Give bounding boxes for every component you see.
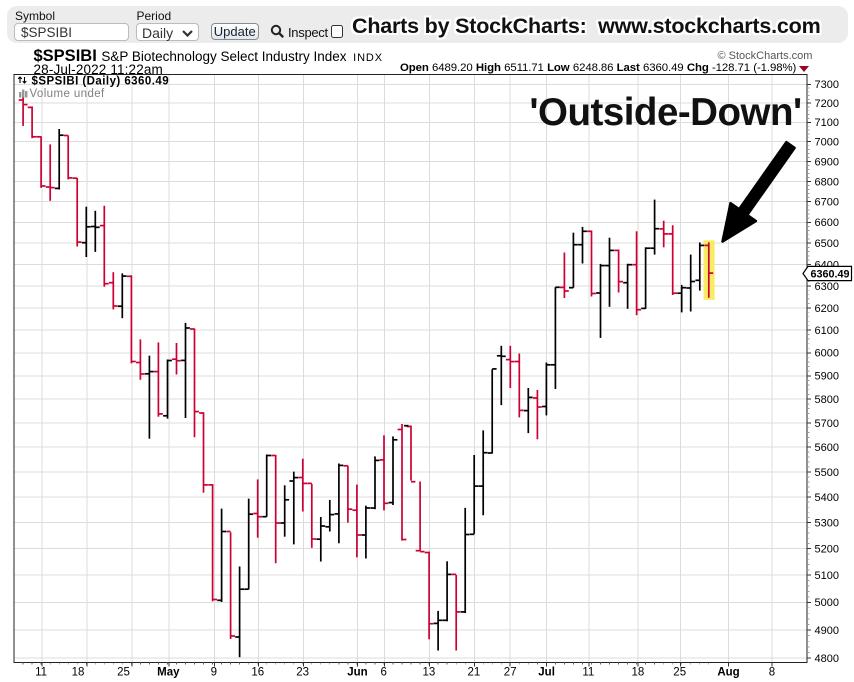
svg-text:6600: 6600 — [815, 217, 839, 229]
svg-text:5900: 5900 — [815, 371, 839, 383]
svg-text:18: 18 — [72, 667, 85, 679]
svg-text:'Outside-Down': 'Outside-Down' — [529, 91, 801, 134]
svg-text:25: 25 — [673, 667, 686, 679]
svg-text:6000: 6000 — [815, 348, 839, 360]
svg-text:6100: 6100 — [815, 325, 839, 337]
svg-text:25: 25 — [117, 667, 130, 679]
svg-text:5000: 5000 — [815, 597, 839, 609]
svg-text:5200: 5200 — [815, 544, 839, 556]
svg-text:11: 11 — [582, 667, 594, 679]
svg-text:5600: 5600 — [815, 442, 839, 454]
svg-text:Jun: Jun — [347, 667, 367, 679]
svg-text:Aug: Aug — [717, 667, 739, 679]
svg-text:18: 18 — [632, 667, 645, 679]
svg-text:5100: 5100 — [815, 570, 839, 582]
svg-text:5300: 5300 — [815, 518, 839, 530]
svg-text:13: 13 — [423, 667, 436, 679]
svg-text:5700: 5700 — [815, 418, 839, 430]
svg-text:7200: 7200 — [815, 98, 839, 110]
svg-text:7000: 7000 — [815, 137, 839, 149]
svg-text:5400: 5400 — [815, 492, 839, 504]
svg-text:7100: 7100 — [815, 117, 839, 129]
svg-text:6360.49: 6360.49 — [811, 269, 850, 281]
svg-text:5800: 5800 — [815, 394, 839, 406]
svg-text:4900: 4900 — [815, 625, 839, 637]
svg-text:6300: 6300 — [815, 281, 839, 293]
svg-text:6900: 6900 — [815, 156, 839, 168]
svg-text:7300: 7300 — [815, 79, 839, 91]
svg-text:6200: 6200 — [815, 303, 839, 315]
svg-text:9: 9 — [211, 667, 217, 679]
svg-text:6: 6 — [380, 667, 386, 679]
svg-text:23: 23 — [296, 667, 309, 679]
svg-text:6500: 6500 — [815, 238, 839, 250]
svg-text:16: 16 — [251, 667, 264, 679]
svg-text:21: 21 — [468, 667, 481, 679]
svg-text:5500: 5500 — [815, 467, 839, 479]
svg-text:6700: 6700 — [815, 197, 839, 209]
svg-text:27: 27 — [504, 667, 517, 679]
svg-text:8: 8 — [769, 667, 775, 679]
svg-text:6800: 6800 — [815, 176, 839, 188]
svg-text:$SPSIBI (Daily) 6360.49: $SPSIBI (Daily) 6360.49 — [32, 76, 170, 88]
svg-text:May: May — [157, 667, 180, 679]
svg-text:Volume undef: Volume undef — [30, 88, 106, 100]
svg-text:4800: 4800 — [815, 653, 839, 665]
svg-text:11: 11 — [35, 667, 47, 679]
svg-text:Jul: Jul — [538, 667, 555, 679]
